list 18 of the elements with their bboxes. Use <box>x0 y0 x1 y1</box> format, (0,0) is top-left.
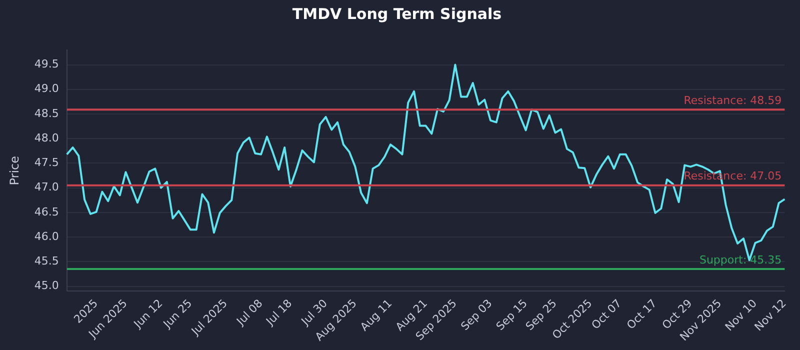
x-tick-label: Sep 03 <box>458 296 495 334</box>
y-tick-label: 48.0 <box>34 131 59 144</box>
chart-title: TMDV Long Term Signals <box>292 4 502 23</box>
y-tick-label: 49.0 <box>34 82 59 96</box>
y-axis-title: Price <box>7 156 22 186</box>
x-tick-label: Jul 18 <box>262 296 295 328</box>
y-tick-label: 47.5 <box>34 156 59 170</box>
y-tick-label: 49.5 <box>34 58 59 71</box>
ref-line-label: Resistance: 48.59 <box>684 94 782 107</box>
x-tick-label: Oct 17 <box>624 296 660 332</box>
y-tick-label: 45.0 <box>34 279 59 292</box>
y-tick-label: 46.5 <box>34 205 59 218</box>
x-tick-label: Jul 08 <box>234 296 266 328</box>
ref-line-label: Support: 45.35 <box>699 253 782 266</box>
y-tick-label: 47.0 <box>34 180 59 194</box>
y-tick-label: 45.5 <box>34 254 59 268</box>
y-tick-label: 46.0 <box>34 230 59 243</box>
y-tick-label: 48.5 <box>34 106 59 120</box>
